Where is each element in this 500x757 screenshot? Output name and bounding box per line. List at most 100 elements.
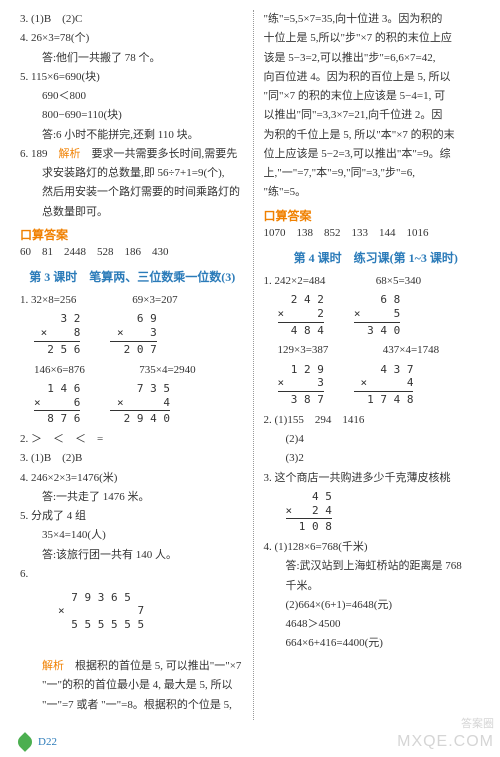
calc-r: 6 8 bbox=[354, 293, 400, 307]
q6-prefix: 6. 189 bbox=[20, 148, 59, 160]
calc-r: 1 7 4 8 bbox=[354, 393, 414, 407]
rq1-row2-labels: 129×3=387 437×4=1748 bbox=[264, 341, 489, 360]
r-p5: "同"×7 的积的末位上应该是 5−4=1, 可 bbox=[264, 87, 489, 106]
rq4-e: 4648＞4500 bbox=[264, 615, 489, 634]
r-p3: 该是 5−3=2,可以推出"步"=6,6×7=42, bbox=[264, 49, 489, 68]
rq1d-label: 437×4=1748 bbox=[383, 341, 488, 360]
calc-r: 2 5 6 bbox=[34, 343, 80, 357]
q1a-label: 1. 32×8=256 bbox=[20, 291, 132, 310]
calc-69x3: 6 9 × 3 2 0 7 bbox=[110, 312, 156, 356]
calc-r: 2 4 2 bbox=[278, 293, 324, 307]
rq3-calc: 4 5 × 2 4 1 0 8 bbox=[264, 490, 489, 534]
q6b-e1: 根据积的首位是 5, 可以推出"一"×7 bbox=[64, 660, 241, 672]
q4-eq: 4. 26×3=78(个) bbox=[20, 29, 245, 48]
q1c-label: 146×6=876 bbox=[20, 361, 139, 380]
calc-r: 7 3 5 bbox=[110, 382, 170, 396]
analysis-tag: 解析 bbox=[42, 660, 64, 672]
calc-r: 3 8 7 bbox=[278, 393, 324, 407]
calc-68x5: 6 8 × 5 3 4 0 bbox=[354, 293, 400, 337]
calc-735x4: 7 3 5 × 4 2 9 4 0 bbox=[110, 382, 170, 426]
r-p2: 十位上是 5,所以"步"×7 的积的末位上应 bbox=[264, 29, 489, 48]
q3b-left: 3. (1)B (2)B bbox=[20, 449, 245, 468]
calc-hr bbox=[354, 322, 400, 323]
rq3-a: 3. 这个商店一共购进多少千克薄皮核桃 bbox=[264, 469, 489, 488]
q6-l3: 然后用安装一个路灯需要的时间乘路灯的 bbox=[20, 183, 245, 202]
kousuan-right: 1070 138 852 133 144 1016 bbox=[264, 224, 489, 243]
q6-l4: 总数量即可。 bbox=[20, 203, 245, 222]
q6b-row: 6. 7 9 3 6 5 × 7 5 5 5 5 5 5 bbox=[20, 565, 245, 657]
calc-r: × 4 bbox=[354, 376, 414, 390]
rq4-d: (2)664×(6+1)=4648(元) bbox=[264, 596, 489, 615]
q5-eq: 5. 115×6=690(块) bbox=[20, 68, 245, 87]
calc-r: 1 0 8 bbox=[286, 520, 332, 534]
q3: 3. (1)B (2)C bbox=[20, 10, 245, 29]
q6-line1: 6. 189 解析 要求一共需要多长时间,需要先 bbox=[20, 145, 245, 164]
q5-lt: 690＜800 bbox=[20, 87, 245, 106]
q2-left: 2. ＞ ＜ ＜ = bbox=[20, 430, 245, 449]
rq4-f: 664×6+416=4400(元) bbox=[264, 634, 489, 653]
q4b-ans: 答:一共走了 1476 米。 bbox=[20, 488, 245, 507]
rq2-3: (3)2 bbox=[264, 449, 489, 468]
calc-32x8: 3 2 × 8 2 5 6 bbox=[34, 312, 80, 356]
q1b-label: 69×3=207 bbox=[132, 291, 244, 310]
calc-r: 8 7 6 bbox=[34, 412, 80, 426]
q6b-exp1: 解析 根据积的首位是 5, 可以推出"一"×7 bbox=[20, 657, 245, 676]
q5-ans: 答:6 小时不能拼完,还剩 110 块。 bbox=[20, 126, 245, 145]
q1-row1-calc: 3 2 × 8 2 5 6 6 9 × 3 2 0 7 bbox=[20, 312, 245, 356]
rq2-2: (2)4 bbox=[264, 430, 489, 449]
calc-r: 4 3 7 bbox=[354, 363, 414, 377]
q1-row2-calc: 1 4 6 × 6 8 7 6 7 3 5 × 4 2 9 4 0 bbox=[20, 382, 245, 426]
left-column: 3. (1)B (2)C 4. 26×3=78(个) 答:他们一共搬了 78 个… bbox=[20, 10, 254, 720]
analysis-tag: 解析 bbox=[59, 148, 81, 160]
calc-129x3: 1 2 9 × 3 3 8 7 bbox=[278, 363, 324, 407]
kousuan-heading-left: 口算答案 bbox=[20, 226, 245, 243]
q6b-exp2: "一"的积的首位最小是 4, 最大是 5, 所以 bbox=[20, 676, 245, 695]
q6b-calc: 7 9 3 6 5 × 7 5 5 5 5 5 5 bbox=[38, 565, 144, 657]
right-column: "练"=5,5×7=35,向十位进 3。因为积的 十位上是 5,所以"步"×7 … bbox=[264, 10, 489, 720]
calc-r: × 2 bbox=[278, 307, 324, 321]
calc-hr bbox=[34, 341, 80, 342]
calc-r: 1 2 9 bbox=[278, 363, 324, 377]
q5b-b: 35×4=140(人) bbox=[20, 526, 245, 545]
calc-r: × 8 bbox=[34, 326, 80, 340]
lesson3-title: 第 3 课时 笔算两、三位数乘一位数(3) bbox=[20, 268, 245, 285]
q4b-eq: 4. 246×2×3=1476(米) bbox=[20, 469, 245, 488]
r-p7: 为积的千位上是 5, 所以"本"×7 的积的末 bbox=[264, 126, 489, 145]
q5-sub: 800−690=110(块) bbox=[20, 106, 245, 125]
calc-r: × 6 bbox=[34, 396, 80, 410]
calc-r: × 2 4 bbox=[286, 504, 332, 518]
rq1-row1-labels: 1. 242×2=484 68×5=340 bbox=[264, 272, 489, 291]
page-footer: D22 bbox=[18, 735, 57, 749]
page-number: D22 bbox=[38, 736, 57, 748]
calc-r: × 5 bbox=[354, 307, 400, 321]
calc-45x24: 4 5 × 2 4 1 0 8 bbox=[286, 490, 332, 534]
calc-hr bbox=[110, 341, 156, 342]
r-p9: 上,"一"=7,"本"=9,"同"=3,"步"=6, bbox=[264, 164, 489, 183]
calc-r: 2 9 4 0 bbox=[110, 412, 170, 426]
lesson4-title: 第 4 课时 练习课(第 1~3 课时) bbox=[264, 249, 489, 266]
page-columns: 3. (1)B (2)C 4. 26×3=78(个) 答:他们一共搬了 78 个… bbox=[0, 0, 500, 720]
r-p10: "练"=5。 bbox=[264, 183, 489, 202]
calc-r: × 4 bbox=[110, 396, 170, 410]
rq4-a: 4. (1)128×6=768(千米) bbox=[264, 538, 489, 557]
rq1a-label: 1. 242×2=484 bbox=[264, 272, 376, 291]
q1-row2-labels: 146×6=876 735×4=2940 bbox=[20, 361, 245, 380]
watermark-top: 答案圈 bbox=[461, 715, 494, 731]
rq2-1: 2. (1)155 294 1416 bbox=[264, 411, 489, 430]
rq4-c: 千米。 bbox=[264, 577, 489, 596]
calc-242x2: 2 4 2 × 2 4 8 4 bbox=[278, 293, 324, 337]
rq1b-label: 68×5=340 bbox=[376, 272, 488, 291]
q5b-c: 答:该旅行团一共有 140 人。 bbox=[20, 546, 245, 565]
watermark-bottom: MXQE.COM bbox=[397, 733, 494, 751]
q6-cont: 要求一共需要多长时间,需要先 bbox=[81, 148, 238, 160]
q5b-a: 5. 分成了 4 组 bbox=[20, 507, 245, 526]
rq1c-label: 129×3=387 bbox=[264, 341, 383, 360]
calc-r: 4 8 4 bbox=[278, 324, 324, 338]
r-p1: "练"=5,5×7=35,向十位进 3。因为积的 bbox=[264, 10, 489, 29]
calc-r: × 3 bbox=[110, 326, 156, 340]
calc-r: 4 5 bbox=[286, 490, 332, 504]
q6b-label: 6. bbox=[20, 565, 38, 584]
rq4-b: 答:武汉站到上海虹桥站的距离是 768 bbox=[264, 557, 489, 576]
r-p8: 位上应该是 5−2=3,可以推出"本"=9。综 bbox=[264, 145, 489, 164]
calc-r: 6 9 bbox=[110, 312, 156, 326]
